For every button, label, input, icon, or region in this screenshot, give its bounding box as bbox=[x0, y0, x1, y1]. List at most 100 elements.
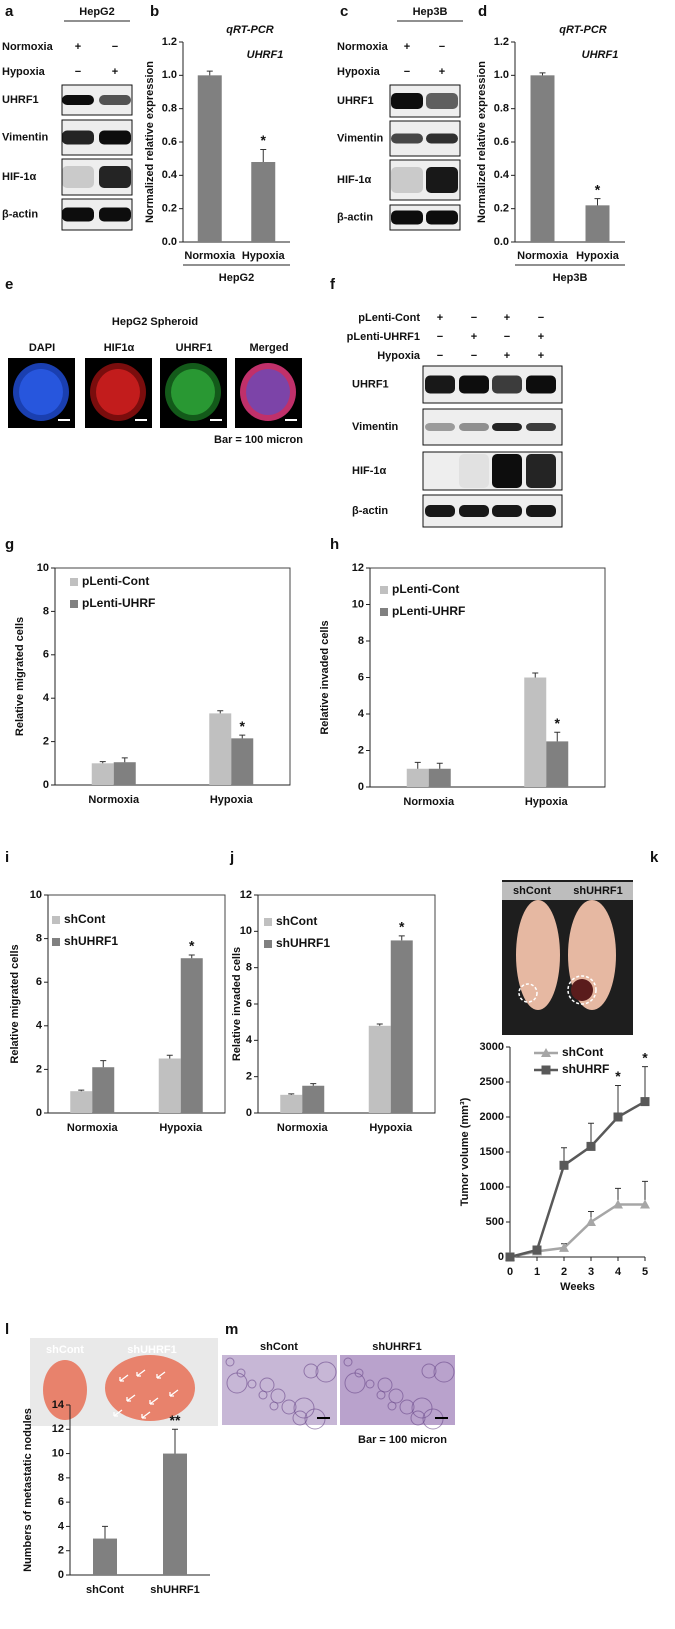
tissue-texture bbox=[433, 1361, 455, 1383]
panel-letter: m bbox=[225, 1321, 238, 1338]
mouse bbox=[516, 900, 560, 1010]
tissue-texture bbox=[388, 1388, 404, 1404]
y-tick-label: 8 bbox=[43, 605, 49, 617]
x-tick-label: Hypoxia bbox=[159, 1122, 203, 1134]
y-tick-label: 0.0 bbox=[162, 236, 177, 248]
x-tick-label: 5 bbox=[642, 1266, 648, 1278]
y-tick-label: 2 bbox=[246, 1071, 252, 1083]
photo-label: shCont bbox=[513, 885, 551, 897]
y-tick-label: 6 bbox=[358, 671, 364, 683]
y-tick-label: 2000 bbox=[480, 1111, 504, 1123]
condition-sign: + bbox=[439, 66, 445, 78]
photo-band bbox=[502, 882, 633, 900]
legend-label: shUHRF1 bbox=[64, 934, 118, 948]
condition-sign: − bbox=[112, 41, 118, 53]
y-tick-label: 1.2 bbox=[162, 36, 177, 48]
error-bar bbox=[310, 1083, 317, 1086]
tissue-texture bbox=[399, 1399, 415, 1415]
tissue-texture bbox=[258, 1390, 268, 1400]
condition-label: pLenti-Cont bbox=[358, 312, 420, 324]
y-tick-label: 1.2 bbox=[494, 36, 509, 48]
point bbox=[532, 1245, 542, 1255]
error-bar bbox=[398, 935, 405, 941]
y-tick-label: 10 bbox=[37, 562, 49, 574]
legend-label: pLenti-UHRF bbox=[82, 596, 155, 610]
condition-sign: + bbox=[112, 66, 118, 78]
blot-band bbox=[391, 93, 423, 109]
annotation: UHRF1 bbox=[582, 49, 619, 61]
band-label: β-actin bbox=[2, 208, 38, 220]
error-bar bbox=[166, 1054, 173, 1059]
y-tick-label: 0.2 bbox=[162, 203, 177, 215]
blot-band bbox=[99, 130, 131, 145]
bar bbox=[280, 1094, 303, 1113]
blot-band bbox=[526, 375, 556, 394]
error-bar bbox=[78, 1089, 85, 1092]
nodule-arrow bbox=[136, 1369, 146, 1377]
x-tick-label: shCont bbox=[86, 1584, 124, 1596]
error-bar bbox=[594, 198, 601, 206]
condition-sign: + bbox=[437, 312, 443, 324]
blot-band bbox=[425, 505, 455, 517]
y-tick-label: 2500 bbox=[480, 1076, 504, 1088]
tissue-texture bbox=[377, 1377, 393, 1393]
condition-sign: − bbox=[439, 41, 445, 53]
y-axis-label: Relative migrated cells bbox=[14, 617, 26, 736]
blot-band bbox=[426, 167, 458, 193]
legend-label: shCont bbox=[562, 1045, 603, 1059]
error-bar bbox=[188, 954, 195, 959]
y-tick-label: 0 bbox=[358, 781, 364, 793]
x-tick-label: 4 bbox=[615, 1266, 622, 1278]
band-label: UHRF1 bbox=[337, 95, 374, 107]
y-tick-label: 2 bbox=[358, 744, 364, 756]
error-bar bbox=[239, 734, 246, 739]
blot-band bbox=[62, 130, 94, 145]
tissue-texture bbox=[387, 1401, 397, 1411]
error-bar bbox=[260, 149, 267, 162]
bar bbox=[406, 768, 429, 787]
point bbox=[559, 1160, 569, 1170]
bar bbox=[524, 677, 547, 787]
blot-band bbox=[459, 375, 489, 394]
tissue-texture bbox=[247, 1379, 257, 1389]
error-bar bbox=[100, 1060, 107, 1068]
condition-label: Hypoxia bbox=[377, 350, 421, 362]
panel-letter: i bbox=[5, 849, 9, 866]
error-bar bbox=[121, 757, 128, 763]
point bbox=[640, 1199, 650, 1209]
blot-band bbox=[425, 375, 455, 394]
error-bar bbox=[615, 1085, 621, 1117]
y-tick-label: 0 bbox=[58, 1569, 64, 1581]
bar bbox=[93, 1538, 117, 1575]
condition-label: pLenti-UHRF1 bbox=[347, 331, 420, 343]
significance: * bbox=[399, 919, 405, 935]
y-tick-label: 12 bbox=[352, 562, 364, 574]
blot-band bbox=[526, 505, 556, 517]
section-label: shCont bbox=[260, 1341, 298, 1353]
point bbox=[505, 1252, 515, 1262]
tissue-texture bbox=[226, 1372, 248, 1394]
lung bbox=[105, 1355, 195, 1421]
y-tick-label: 1.0 bbox=[162, 69, 177, 81]
x-tick-label: 3 bbox=[588, 1266, 594, 1278]
y-tick-label: 0 bbox=[43, 779, 49, 791]
legend-swatch bbox=[70, 600, 78, 608]
tissue-texture bbox=[343, 1357, 353, 1367]
chart-title: qRT-PCR bbox=[226, 24, 274, 36]
panel-letter: d bbox=[478, 3, 487, 20]
panel-letter: j bbox=[229, 849, 234, 866]
condition-sign: + bbox=[538, 350, 544, 362]
legend-swatch bbox=[264, 918, 272, 926]
legend-label: shUHRF bbox=[562, 1062, 609, 1076]
condition-sign: − bbox=[437, 331, 443, 343]
panel-letter: f bbox=[330, 276, 336, 293]
tissue-texture bbox=[376, 1390, 386, 1400]
error-bar bbox=[172, 1428, 178, 1454]
y-tick-label: 0.4 bbox=[162, 169, 178, 181]
blot-band bbox=[426, 93, 458, 109]
legend-label: shUHRF1 bbox=[276, 936, 330, 950]
bar bbox=[163, 1453, 187, 1575]
significance: * bbox=[595, 181, 601, 197]
significance: * bbox=[555, 715, 561, 731]
